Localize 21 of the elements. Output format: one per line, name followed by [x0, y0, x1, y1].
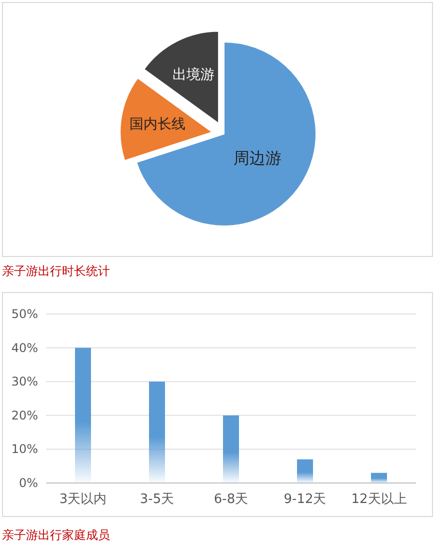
chart-title: 亲子游出行时长统计: [2, 264, 110, 278]
slice-label: 国内长线: [130, 116, 186, 132]
x-tick-label: 6-8天: [214, 492, 248, 507]
y-tick-label: 40%: [11, 340, 38, 355]
bar: [371, 472, 387, 483]
bar: [149, 382, 165, 483]
bar: [75, 348, 91, 483]
text: 亲子游出行家庭成员: [2, 528, 110, 542]
x-tick-label: 3-5天: [140, 492, 174, 507]
x-tick-label: 3天以内: [59, 492, 107, 507]
y-tick-label: 30%: [11, 374, 38, 389]
x-tick-label: 12天以上: [351, 492, 407, 507]
bar: [297, 459, 313, 483]
x-tick-label: 9-12天: [284, 492, 326, 507]
bar: [223, 415, 239, 483]
y-tick-label: 50%: [11, 307, 38, 321]
slice-label: 出境游: [172, 67, 214, 84]
y-tick-label: 0%: [18, 476, 38, 490]
y-tick-label: 20%: [11, 408, 38, 422]
y-tick-label: 10%: [11, 442, 38, 456]
slice-label: 周边游: [233, 148, 282, 168]
